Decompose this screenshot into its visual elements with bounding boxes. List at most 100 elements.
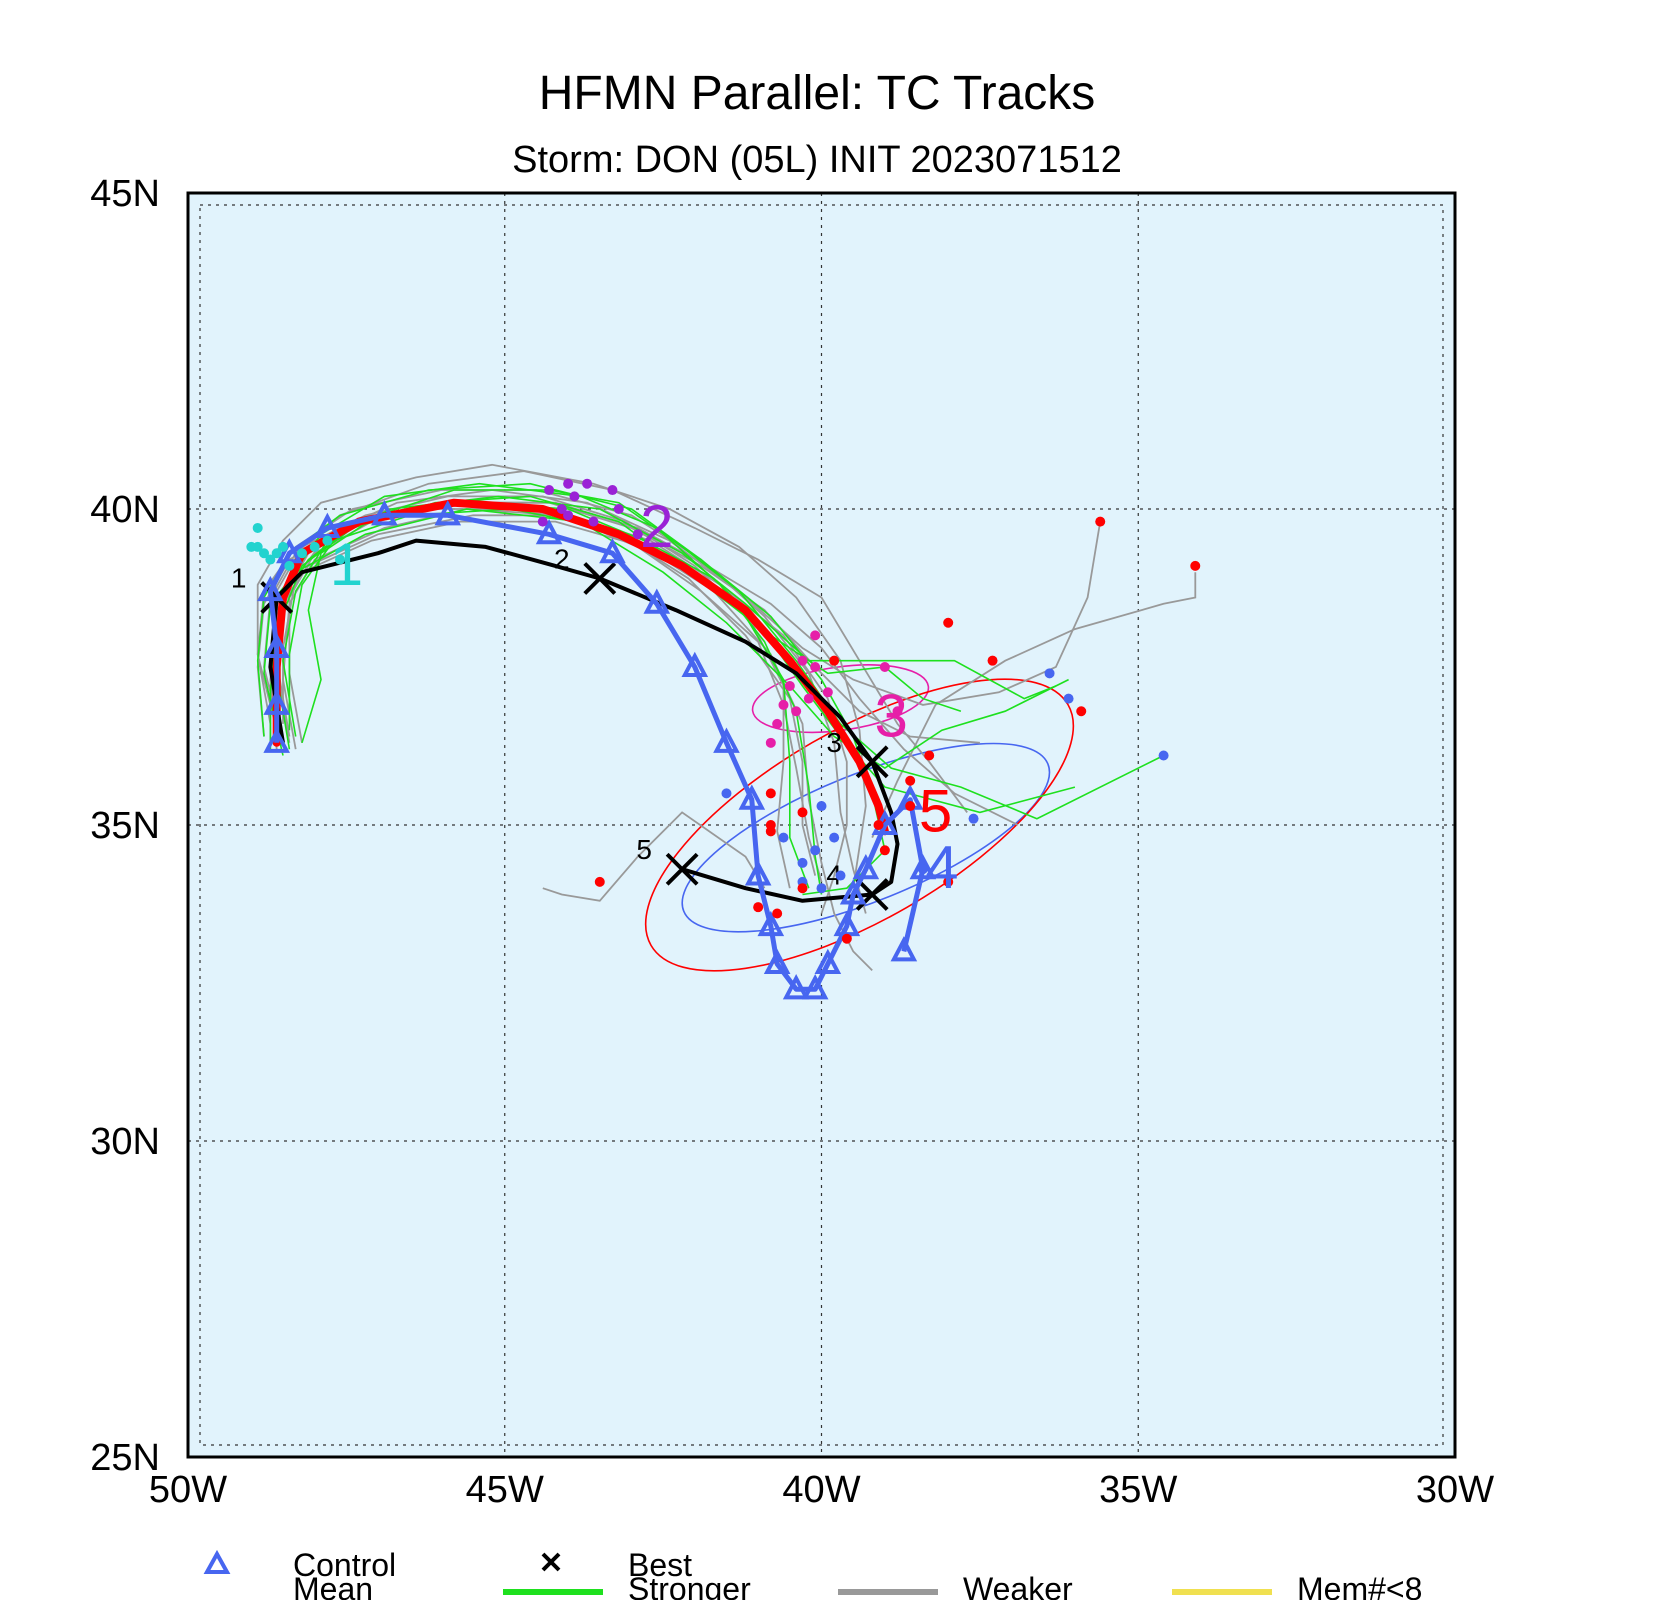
- forecast-position-dot-day4: [810, 845, 821, 856]
- day-label-3: 3: [874, 683, 907, 750]
- forecast-position-dot-day2: [563, 510, 574, 521]
- control-triangle-marker: [434, 500, 462, 526]
- y-tick-label: 25N: [90, 1437, 160, 1479]
- legend-label: Stronger: [628, 1571, 751, 1600]
- weaker-member-track: [256, 463, 867, 889]
- forecast-position-dot-day2: [613, 504, 624, 514]
- forecast-position-dot-day2: [607, 485, 618, 496]
- stronger-member-track: [301, 501, 962, 744]
- forecast-position-dot-day5: [943, 617, 954, 628]
- forecast-position-dot-day5: [1095, 516, 1106, 527]
- forecast-position-dot-day3: [810, 662, 821, 672]
- forecast-position-dot-day2: [582, 478, 593, 489]
- control-triangle-marker: [782, 974, 810, 1000]
- forecast-position-dot-day5: [829, 655, 840, 666]
- legend-label: Weaker: [963, 1571, 1073, 1600]
- legend-item-control: Control: [203, 1547, 396, 1583]
- legend-label: Mem#<8: [1297, 1571, 1422, 1600]
- forecast-position-dot-day5: [1190, 560, 1201, 571]
- weaker-member-track: [256, 489, 867, 914]
- forecast-position-dot-day5: [879, 845, 890, 856]
- y-tick-label: 45N: [90, 173, 160, 215]
- control-triangle-marker: [681, 651, 709, 677]
- forecast-position-dot-day5: [797, 807, 808, 818]
- y-tick-label: 40N: [90, 489, 160, 531]
- weaker-member-track: [269, 520, 873, 972]
- weaker-member-track: [542, 811, 766, 902]
- control-track: [257, 500, 937, 1000]
- best-track-day-label: 3: [826, 727, 842, 758]
- forecast-position-dot-day4: [778, 832, 789, 843]
- forecast-position-dot-day1: [335, 554, 346, 565]
- forecast-position-dot-day1: [271, 548, 282, 559]
- legend-item-stronger: Stronger: [503, 1571, 751, 1600]
- legend-item-weaker: Weaker: [838, 1571, 1073, 1600]
- forecast-position-dot-day3: [810, 630, 821, 641]
- forecast-position-dot-day4: [797, 857, 808, 868]
- forecast-position-dot-day5: [765, 826, 776, 837]
- control-triangle-marker: [263, 632, 291, 659]
- chart-title: HFMN Parallel: TC Tracks: [539, 67, 1096, 120]
- control-triangle-marker: [814, 948, 842, 975]
- forecast-position-dot-day5: [924, 750, 935, 761]
- forecast-position-dot-day4: [917, 864, 928, 875]
- best-track-day-label: 4: [826, 860, 842, 891]
- forecast-position-dot-day1: [284, 560, 295, 571]
- control-triangle-marker: [263, 727, 291, 753]
- forecast-position-dot-day4: [721, 788, 732, 799]
- x-tick-label: 40W: [782, 1469, 860, 1511]
- forecast-position-dot-day1: [259, 548, 270, 559]
- day-label-5: 5: [919, 777, 952, 844]
- forecast-position-dot-day2: [632, 529, 643, 540]
- forecast-position-dot-day1: [322, 535, 333, 546]
- forecast-position-dot-day3: [765, 737, 776, 748]
- control-triangle-marker: [713, 727, 740, 753]
- weaker-member-track: [275, 495, 791, 889]
- forecast-position-dot-day2: [563, 478, 574, 489]
- x-tick-label: 35W: [1099, 1469, 1177, 1511]
- weaker-member-track: [871, 572, 1197, 838]
- lat-lon-grid: [188, 193, 1455, 1457]
- forecast-position-dot-day4: [1158, 750, 1169, 761]
- uncertainty-ellipse-day5: [644, 678, 1075, 972]
- forecast-position-dot-day2: [569, 491, 580, 502]
- forecast-position-dot-day3: [797, 655, 808, 666]
- forecast-position-dot-day5: [765, 788, 776, 799]
- control-triangle-marker: [371, 500, 398, 526]
- control-triangle-marker: [839, 879, 867, 905]
- y-tick-label: 35N: [90, 805, 160, 847]
- control-triangle-marker: [909, 853, 937, 880]
- y-axis-tick-labels: 45N 40N 35N 30N 25N: [90, 173, 160, 1479]
- legend-label: Control: [293, 1547, 396, 1583]
- grid-inner-border: [199, 204, 1444, 1446]
- best-track-x-marker: [855, 745, 889, 779]
- day-label-2: 2: [640, 493, 673, 560]
- forecast-position-dot-day4: [835, 870, 846, 881]
- best-track-x-marker: [665, 852, 699, 886]
- forecast-position-dot-day3: [822, 687, 833, 698]
- legend-x-icon: [541, 1552, 561, 1572]
- control-triangle-marker: [643, 588, 671, 614]
- control-triangle-marker: [535, 518, 563, 545]
- control-triangle-marker: [744, 860, 772, 886]
- control-triangle-marker: [757, 910, 785, 937]
- forecast-position-dot-day4: [968, 813, 979, 824]
- control-triangle-marker: [257, 575, 284, 602]
- forecast-position-dot-day3: [784, 680, 795, 691]
- chart-subtitle: Storm: DON (05L) INIT 2023071512: [512, 139, 1122, 181]
- best-track-x-marker: [583, 562, 617, 595]
- legend: Control Best Mean Stronger Weaker Mem#<8: [203, 1547, 1422, 1600]
- legend-item-best: Best: [541, 1547, 692, 1583]
- x-tick-label: 30W: [1416, 1469, 1494, 1511]
- control-triangle-marker: [599, 537, 626, 564]
- forecast-position-dot-day3: [803, 693, 814, 704]
- forecast-position-dot-day4: [816, 801, 827, 812]
- legend-triangle-icon: [203, 1549, 231, 1574]
- forecast-position-dot-day5: [873, 820, 884, 830]
- forecast-position-dot-day2: [537, 516, 548, 527]
- forecast-position-dot-day3: [772, 718, 783, 729]
- day-label-1: 1: [330, 531, 363, 598]
- y-tick-label: 30N: [90, 1121, 160, 1163]
- forecast-position-dot-day2: [544, 485, 555, 496]
